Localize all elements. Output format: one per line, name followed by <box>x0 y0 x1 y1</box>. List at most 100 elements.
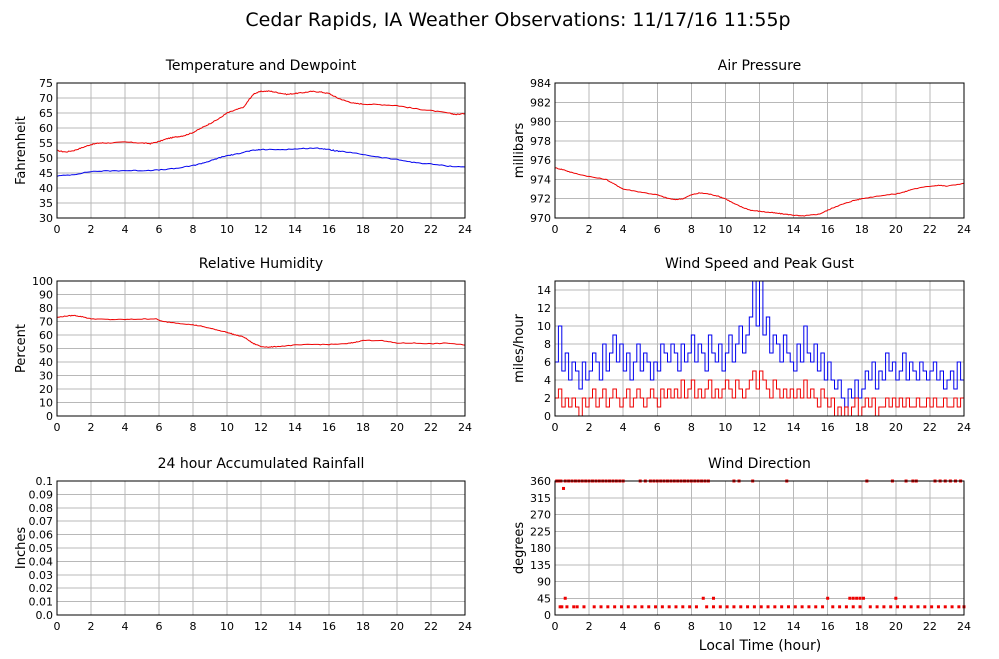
pressure-xtick-label: 24 <box>957 223 971 236</box>
rain-ytick-label: 0.04 <box>29 555 54 568</box>
pressure-xtick-label: 22 <box>923 223 937 236</box>
temp-ytick-label: 30 <box>39 212 53 225</box>
rain-xtick-label: 24 <box>458 620 472 633</box>
rh-ytick-label: 80 <box>39 302 53 315</box>
temp-series-line-1 <box>56 147 466 177</box>
rh-xtick-label: 16 <box>322 421 336 434</box>
temp-ytick-label: 35 <box>39 197 53 210</box>
rain-ytick-label: 0.0 <box>36 609 54 622</box>
rh-plot-frame <box>56 280 466 417</box>
winddir-point <box>701 596 705 600</box>
winddir-point <box>800 605 804 609</box>
temp-xtick-label: 10 <box>220 223 234 236</box>
winddir-point <box>916 605 920 609</box>
rh-ytick-label: 10 <box>39 397 53 410</box>
wind-xtick-label: 24 <box>957 421 971 434</box>
wind-xtick-label: 6 <box>654 421 661 434</box>
temp-ytick-label: 45 <box>39 167 53 180</box>
rh-xtick-label: 4 <box>122 421 129 434</box>
winddir-point <box>889 605 893 609</box>
winddir-point <box>560 605 564 609</box>
wind-xtick-label: 14 <box>787 421 801 434</box>
rain-xtick-label: 16 <box>322 620 336 633</box>
temp-ytick-label: 60 <box>39 122 53 135</box>
wind-xtick-label: 20 <box>889 421 903 434</box>
winddir-point <box>875 605 879 609</box>
winddir-ytick-label: 135 <box>530 559 551 572</box>
winddir-ytick-label: 45 <box>537 592 551 605</box>
chart-panels: Temperature and Dewpoint Fahrenheit 0 2 4 6 8 1… <box>14 58 971 633</box>
pressure-xtick-label: 8 <box>688 223 695 236</box>
wind-xtick-label: 22 <box>923 421 937 434</box>
wind-xtick-label: 10 <box>718 421 732 434</box>
winddir-point <box>599 605 603 609</box>
temp-xtick-label: 0 <box>54 223 61 236</box>
wind-xtick-label: 8 <box>688 421 695 434</box>
winddir-point <box>711 596 715 600</box>
winddir-xtick-label: 16 <box>821 620 835 633</box>
winddir-point <box>640 605 644 609</box>
rh-xtick-label: 14 <box>288 421 302 434</box>
rh-ytick-label: 40 <box>39 356 53 369</box>
rain-plot-frame <box>56 480 466 616</box>
winddir-point <box>592 605 596 609</box>
temp-xtick-label: 12 <box>254 223 268 236</box>
wind-ytick-label: 14 <box>537 284 551 297</box>
rain-ytick-label: 0.06 <box>29 529 54 542</box>
wind-plot-frame <box>554 280 965 417</box>
winddir-point <box>681 605 685 609</box>
rh-ytick-label: 60 <box>39 329 53 342</box>
rh-xtick-label: 0 <box>54 421 61 434</box>
pressure-ytick-label: 974 <box>530 173 551 186</box>
winddir-xtick-label: 22 <box>923 620 937 633</box>
rh-xtick-label: 10 <box>220 421 234 434</box>
wind-ytick-label: 12 <box>537 302 551 315</box>
winddir-ytick-label: 315 <box>530 492 551 505</box>
pressure-xtick-label: 16 <box>821 223 835 236</box>
winddir-point <box>786 605 790 609</box>
winddir-point <box>780 605 784 609</box>
winddir-point <box>752 605 756 609</box>
winddir-point <box>647 605 651 609</box>
winddir-point <box>562 486 566 490</box>
wind-xtick-label: 0 <box>552 421 559 434</box>
winddir-point <box>894 596 898 600</box>
pressure-ytick-label: 972 <box>530 193 551 206</box>
rain-xtick-label: 6 <box>156 620 163 633</box>
winddir-point <box>807 605 811 609</box>
winddir-point <box>855 596 859 600</box>
winddir-point <box>838 605 842 609</box>
rh-xtick-label: 24 <box>458 421 472 434</box>
temp-ytick-label: 75 <box>39 77 53 90</box>
winddir-point <box>773 605 777 609</box>
pressure-xtick-label: 20 <box>889 223 903 236</box>
winddir-point <box>950 605 954 609</box>
pressure-ytick-label: 982 <box>530 96 551 109</box>
winddir-point <box>826 596 830 600</box>
pressure-ytick-label: 976 <box>530 154 551 167</box>
temp-ytick-label: 55 <box>39 137 53 150</box>
winddir-xtick-label: 4 <box>620 620 627 633</box>
winddir-point <box>851 605 855 609</box>
rh-xtick-label: 6 <box>156 421 163 434</box>
winddir-point <box>896 605 900 609</box>
winddir-point <box>868 605 872 609</box>
temp-xtick-label: 14 <box>288 223 302 236</box>
winddir-xtick-label: 6 <box>654 620 661 633</box>
winddir-point <box>814 605 818 609</box>
temp-ylabel: Fahrenheit <box>14 116 29 185</box>
rain-xtick-label: 14 <box>288 620 302 633</box>
temp-xtick-label: 6 <box>156 223 163 236</box>
winddir-point <box>923 605 927 609</box>
winddir-xtick-label: 20 <box>889 620 903 633</box>
rh-xtick-label: 18 <box>356 421 370 434</box>
temp-title: Temperature and Dewpoint <box>165 58 357 74</box>
winddir-point <box>667 605 671 609</box>
winddir-xtick-label: 24 <box>957 620 971 633</box>
winddir-point <box>633 605 637 609</box>
rain-title: 24 hour Accumulated Rainfall <box>158 456 365 472</box>
winddir-point <box>619 605 623 609</box>
